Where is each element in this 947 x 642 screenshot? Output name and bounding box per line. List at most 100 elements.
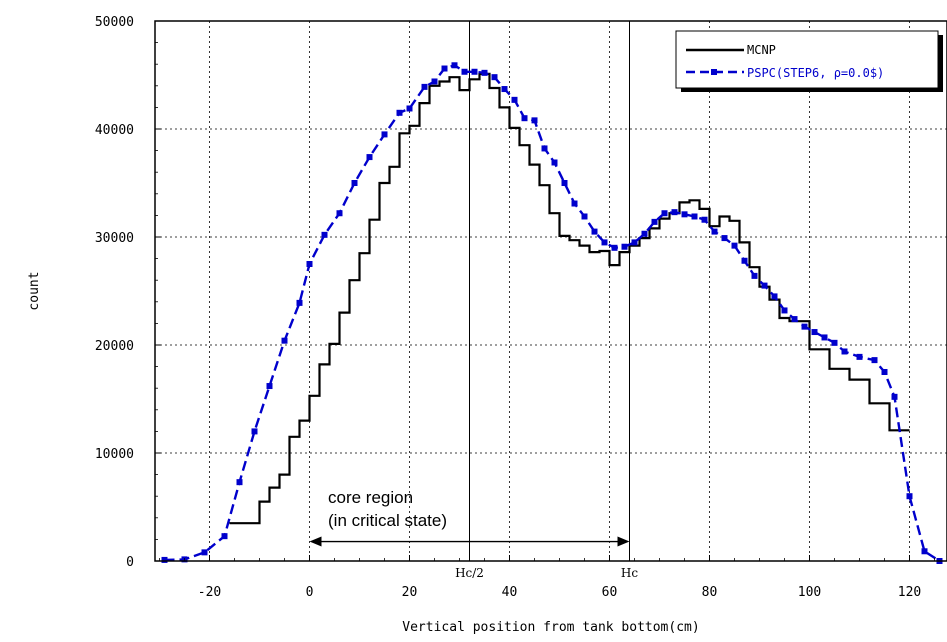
pspc-data-point <box>591 228 598 235</box>
core-region-label: core region <box>328 488 413 507</box>
pspc-data-point <box>201 549 208 556</box>
pspc-data-point <box>751 272 758 279</box>
pspc-data-point <box>296 299 303 306</box>
pspc-data-point <box>161 556 168 563</box>
pspc-data-point <box>431 78 438 85</box>
y-axis-label: count <box>27 271 42 310</box>
pspc-data-point <box>251 428 258 435</box>
pspc-data-point <box>856 353 863 360</box>
y-tick-label: 50000 <box>95 15 134 30</box>
y-tick-label: 30000 <box>95 231 134 246</box>
pspc-data-point <box>441 65 448 72</box>
pspc-data-point <box>681 211 688 218</box>
x-axis-label: Vertical position from tank bottom(cm) <box>402 620 699 635</box>
pspc-data-point <box>266 383 273 390</box>
reference-lines: Hc/2 Hc <box>455 21 638 580</box>
pspc-data-point <box>611 244 618 251</box>
series-group <box>161 62 943 564</box>
core-region-annotation: core region (in critical state) <box>309 488 630 547</box>
pspc-dashed-line <box>164 63 941 563</box>
pspc-data-point <box>551 159 558 166</box>
core-region-arrowhead-right <box>617 536 630 547</box>
grid-lines <box>155 21 947 561</box>
pspc-data-point <box>321 231 328 238</box>
pspc-data-point <box>491 74 498 81</box>
pspc-data-point <box>891 393 898 400</box>
pspc-data-point <box>451 62 458 69</box>
pspc-data-point <box>421 83 428 90</box>
pspc-data-point <box>281 337 288 344</box>
x-tick-label: 20 <box>402 585 418 600</box>
pspc-data-point <box>471 68 478 75</box>
pspc-data-point <box>581 213 588 220</box>
pspc-data-point <box>336 210 343 217</box>
pspc-data-point <box>381 131 388 138</box>
pspc-data-point <box>801 323 808 330</box>
pspc-data-point <box>691 213 698 220</box>
pspc-data-point <box>641 230 648 237</box>
pspc-data-point <box>671 209 678 216</box>
x-tick-label: 0 <box>306 585 314 600</box>
pspc-data-point <box>541 145 548 152</box>
pspc-data-point <box>711 228 718 235</box>
pspc-data-point <box>521 115 528 122</box>
pspc-data-point <box>351 180 358 186</box>
pspc-data-point <box>481 69 488 76</box>
legend-mcnp-label: MCNP <box>747 43 776 57</box>
pspc-data-point <box>761 282 768 289</box>
pspc-data-point <box>921 548 928 555</box>
pspc-data-point <box>501 86 508 93</box>
core-region-arrowhead-left <box>309 536 322 547</box>
pspc-data-point <box>366 154 373 161</box>
pspc-data-point <box>831 339 838 346</box>
pspc-data-point <box>771 293 778 300</box>
pspc-data-point <box>731 242 738 249</box>
pspc-data-point <box>221 533 228 540</box>
pspc-data-point <box>571 200 578 207</box>
x-tick-label: -20 <box>198 585 221 600</box>
pspc-data-point <box>811 329 818 336</box>
x-tick-label: 80 <box>702 585 718 600</box>
plot-frame <box>154 20 947 562</box>
pspc-data-point <box>741 257 748 264</box>
pspc-data-point <box>881 369 888 375</box>
pspc-data-point <box>821 334 828 341</box>
y-tick-label: 10000 <box>95 447 134 462</box>
pspc-data-point <box>531 117 538 124</box>
pspc-data-point <box>841 348 848 355</box>
pspc-data-point <box>651 218 658 225</box>
pspc-data-point <box>701 216 708 223</box>
x-tick-label: 120 <box>898 585 921 600</box>
pspc-data-point <box>621 243 628 250</box>
y-tick-label: 20000 <box>95 339 134 354</box>
pspc-data-point <box>661 210 668 217</box>
mcnp-step-line <box>229 72 910 525</box>
pspc-data-point <box>396 109 403 116</box>
x-tick-label: 100 <box>798 585 821 600</box>
pspc-data-point <box>906 493 913 500</box>
pspc-data-point <box>511 96 518 103</box>
pspc-data-point <box>631 239 638 246</box>
critical-state-label: (in critical state) <box>328 511 447 530</box>
pspc-data-point <box>406 105 413 112</box>
pspc-data-point <box>461 68 468 75</box>
pspc-data-point <box>236 479 243 486</box>
legend-pspc-label: PSPC(STEP6, ρ=0.0$) <box>747 66 884 80</box>
pspc-data-point <box>871 357 878 364</box>
reference-line-label: Hc/2 <box>455 566 484 580</box>
legend: MCNP PSPC(STEP6, ρ=0.0$) <box>675 30 943 92</box>
pspc-data-point <box>791 316 798 323</box>
pspc-data-point <box>781 307 788 314</box>
pspc-data-point <box>306 261 313 267</box>
pspc-data-point <box>561 180 568 186</box>
axis-ticks: -20 0 20 40 60 80 100 120 0 10000 20000 30000 40000 5… <box>95 15 935 600</box>
y-tick-label: 0 <box>126 555 134 570</box>
y-tick-label: 40000 <box>95 123 134 138</box>
x-tick-label: 40 <box>502 585 518 600</box>
pspc-data-point <box>601 239 608 246</box>
legend-box <box>675 30 939 89</box>
reference-line-label: Hc <box>621 566 638 580</box>
x-tick-label: 60 <box>602 585 618 600</box>
legend-pspc-marker <box>711 69 717 75</box>
